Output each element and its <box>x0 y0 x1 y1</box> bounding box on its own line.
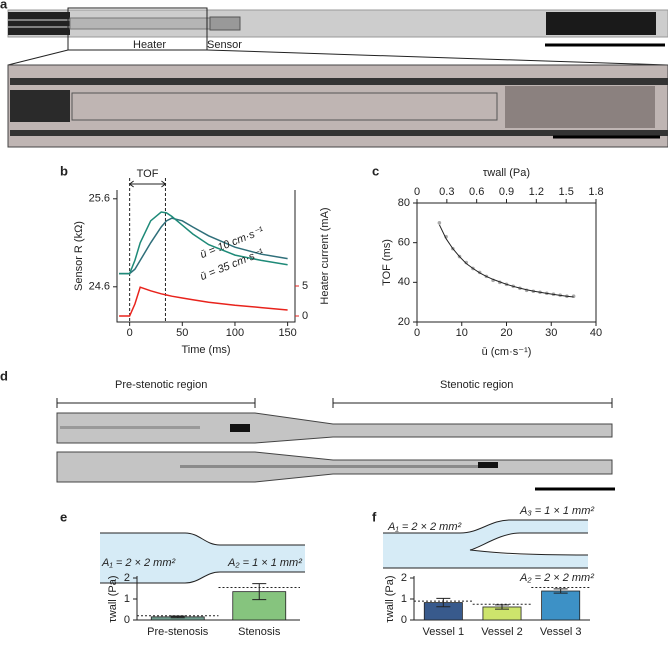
line <box>119 211 288 275</box>
tick-label: 0.6 <box>469 186 484 198</box>
x-tick-label: Pre-stenosis <box>147 626 209 638</box>
tof-arrow <box>128 180 167 188</box>
tick-label: 0 <box>302 310 308 322</box>
tick-label: 100 <box>226 327 244 339</box>
x-tick-label: Vessel 2 <box>481 626 523 638</box>
area-label: A₁ = 2 × 2 mm² <box>101 557 175 569</box>
error-bar <box>436 597 451 608</box>
x-tick-label: Vessel 3 <box>540 626 582 638</box>
line <box>119 217 288 275</box>
point <box>464 260 469 265</box>
tick-label: 0 <box>124 614 130 626</box>
line <box>119 286 288 317</box>
point <box>571 294 576 299</box>
heater-label: Heater <box>133 39 166 51</box>
error-bar <box>553 588 568 594</box>
tick-label: 1 <box>401 593 407 605</box>
x-tick-label: Stenosis <box>238 626 281 638</box>
diagram-e <box>100 532 305 584</box>
axis-label: Sensor R (kΩ) <box>73 221 85 291</box>
axis-label: τwall (Pa) <box>384 575 396 622</box>
bar <box>541 590 581 621</box>
photo-d <box>56 398 615 491</box>
tick-label: 25.6 <box>89 193 110 205</box>
region-label: Pre-stenotic region <box>115 379 207 391</box>
sensor-label: Sensor <box>207 39 242 51</box>
tick-label: 40 <box>590 327 602 339</box>
panel-label: f <box>372 509 377 524</box>
panel-label: b <box>60 163 68 178</box>
tick-label: 1.8 <box>588 186 603 198</box>
region-label: Stenotic region <box>440 379 513 391</box>
point <box>437 221 442 225</box>
tick-label: 24.6 <box>89 281 110 293</box>
panel-label: e <box>60 509 67 524</box>
axis-label: Heater current (mA) <box>319 207 331 304</box>
axis <box>416 202 597 323</box>
panel-label: a <box>0 0 8 11</box>
area-label: A₃ = 1 × 1 mm² <box>519 505 594 517</box>
tick-label: 0 <box>414 186 420 198</box>
area-label: A₂ = 1 × 1 mm² <box>227 557 302 569</box>
tick-label: 0.3 <box>439 186 454 198</box>
tick-label: 30 <box>545 327 557 339</box>
axis-label: τwall (Pa) <box>483 167 530 179</box>
tof-label: TOF <box>137 168 159 180</box>
tick-label: 80 <box>398 197 410 209</box>
tick-label: 20 <box>500 327 512 339</box>
tick-label: 60 <box>398 237 410 249</box>
panel-label: d <box>0 368 8 383</box>
tick-label: 0 <box>127 327 133 339</box>
tick-label: 50 <box>176 327 188 339</box>
diagram-f <box>383 519 589 569</box>
tick-label: 0 <box>401 614 407 626</box>
tick-label: 150 <box>278 327 296 339</box>
error-bar <box>252 583 267 601</box>
x-tick-label: Vessel 1 <box>423 626 465 638</box>
axis <box>116 190 296 323</box>
tick-label: 1.5 <box>559 186 574 198</box>
area-label: A₁ = 2 × 2 mm² <box>387 521 461 533</box>
photo-a <box>7 7 668 148</box>
axis-label: τwall (Pa) <box>107 575 119 622</box>
tick-label: 2 <box>124 572 130 584</box>
tick-label: 40 <box>398 276 410 288</box>
tick-label: 0 <box>414 327 420 339</box>
axis-label: TOF (ms) <box>381 239 393 286</box>
bar <box>232 591 287 621</box>
tick-label: 2 <box>401 572 407 584</box>
tick-label: 0.9 <box>499 186 514 198</box>
line <box>438 224 574 298</box>
axis-label: ū (cm·s⁻¹) <box>482 346 532 358</box>
error-bar <box>495 604 509 610</box>
tick-label: 20 <box>398 316 410 328</box>
tick-label: 5 <box>302 280 308 292</box>
tick-label: 1 <box>124 593 130 605</box>
tick-label: 1.2 <box>529 186 544 198</box>
area-label: A₂ = 2 × 2 mm² <box>519 572 594 584</box>
tick-label: 10 <box>456 327 468 339</box>
panel-label: c <box>372 163 379 178</box>
axis-label: Time (ms) <box>181 344 230 356</box>
